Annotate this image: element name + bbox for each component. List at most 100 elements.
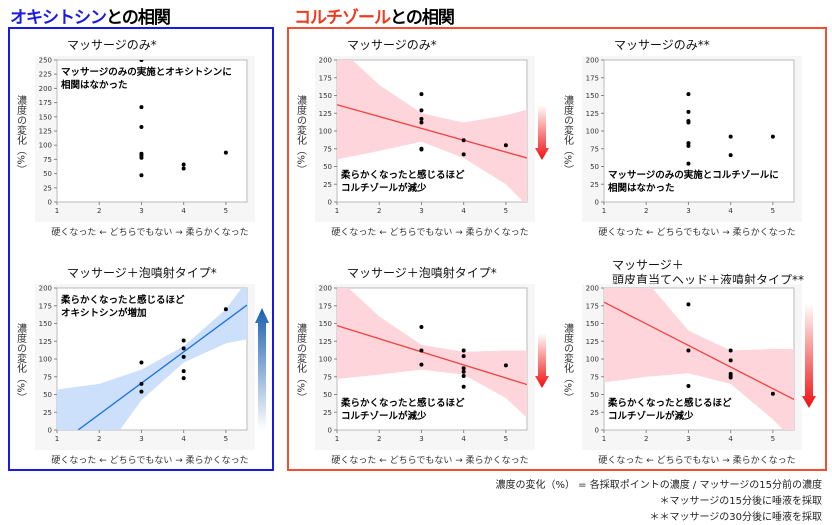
- y-tick-label: 175: [586, 302, 599, 310]
- x-tick-label: 2: [644, 435, 648, 443]
- x-axis-label: 硬くなった ← どちらでもない → 柔らかくなった: [51, 227, 248, 238]
- y-tick-label: 175: [319, 302, 332, 310]
- data-point: [181, 376, 186, 381]
- data-point: [181, 354, 186, 359]
- data-point: [461, 366, 466, 371]
- y-tick-label: 0: [595, 199, 599, 207]
- x-tick-label: 4: [728, 207, 733, 215]
- chart-6: マッサージ＋頭皮直当てヘッド＋液噴射タイプ**02550751001251501…: [562, 258, 816, 466]
- x-tick-label: 4: [181, 207, 186, 215]
- y-axis-label: 濃度の変化（%）: [295, 94, 307, 175]
- y-tick-label: 25: [323, 181, 332, 189]
- data-point: [461, 384, 466, 389]
- chart-3: マッサージのみ* 0 25 50 75 100 125 150 175 200 1 2 3 4 5 濃度の変化…: [295, 38, 549, 238]
- data-point: [139, 173, 144, 178]
- data-point: [461, 138, 466, 143]
- regression-line: [337, 104, 527, 159]
- x-tick-label: 4: [728, 435, 733, 443]
- plot-content: [337, 60, 527, 202]
- chart-5: マッサージ＋泡噴射タイプ* 0 25 50 75 100 125 150 175 200 1 2 3 4 5…: [295, 265, 549, 466]
- x-tick-label: 1: [55, 207, 59, 215]
- y-tick-label: 150: [319, 92, 332, 100]
- data-point: [686, 120, 691, 125]
- chart-title: マッサージ＋泡噴射タイプ*: [347, 265, 497, 280]
- y-tick-label: 100: [586, 128, 599, 136]
- annotation-text: コルチゾールが減少: [608, 410, 694, 422]
- y-tick-label: 175: [39, 302, 52, 310]
- y-tick-label: 150: [39, 320, 52, 328]
- x-axis-label: 硬くなった ← どちらでもない → 柔らかくなった: [598, 455, 795, 466]
- data-point: [770, 391, 775, 396]
- y-tick-label: 50: [590, 163, 599, 171]
- y-axis-label: 濃度の変化（%）: [15, 322, 27, 403]
- y-tick-label: 100: [39, 142, 52, 150]
- y-tick-label: 0: [328, 199, 332, 207]
- y-tick-label: 125: [586, 338, 599, 346]
- y-tick-label: 25: [590, 409, 599, 417]
- y-tick-label: 75: [590, 373, 599, 381]
- data-point: [728, 134, 733, 139]
- plot-content: [139, 60, 228, 178]
- data-point: [770, 134, 775, 139]
- x-tick-label: 3: [419, 435, 423, 443]
- regression-line: [77, 304, 247, 430]
- x-tick-label: 3: [686, 207, 690, 215]
- data-point: [139, 360, 144, 365]
- y-tick-label: 200: [586, 285, 599, 293]
- data-point: [181, 338, 186, 343]
- annotation-text: オキシトシンが増加: [61, 307, 147, 319]
- confidence-band: [604, 288, 794, 430]
- y-axis-label: 濃度の変化（%）: [562, 94, 574, 175]
- data-point: [139, 155, 144, 160]
- y-tick-label: 75: [323, 145, 332, 153]
- x-tick-label: 3: [139, 207, 143, 215]
- data-point: [503, 363, 508, 368]
- data-point: [686, 141, 691, 146]
- chart-title: マッサージ＋: [612, 258, 684, 272]
- data-point: [503, 143, 508, 148]
- arrow-down-icon: [802, 303, 816, 408]
- x-tick-label: 1: [602, 435, 606, 443]
- x-tick-label: 3: [419, 207, 423, 215]
- oxytocin-heading-suffix: との相関: [106, 8, 171, 28]
- cortisol-frame: [287, 27, 827, 471]
- plot-area: [56, 59, 248, 203]
- annotation-text: 相関はなかった: [608, 182, 675, 194]
- x-tick-label: 5: [224, 435, 228, 443]
- data-point: [223, 150, 228, 155]
- data-point: [181, 369, 186, 374]
- data-point: [139, 389, 144, 394]
- data-point: [686, 161, 691, 166]
- x-tick-label: 1: [602, 207, 606, 215]
- data-point: [686, 348, 691, 353]
- y-tick-label: 200: [39, 85, 52, 93]
- x-tick-label: 5: [771, 435, 775, 443]
- y-tick-label: 125: [586, 110, 599, 118]
- y-tick-label: 150: [39, 113, 52, 121]
- x-tick-label: 1: [335, 435, 339, 443]
- data-point: [223, 307, 228, 312]
- chart-1: マッサージのみ* 0 25 50 75 100 125 150 175 200 225 250 1 2 3 4…: [15, 38, 255, 238]
- y-tick-label: 0: [328, 427, 332, 435]
- y-tick-label: 125: [319, 338, 332, 346]
- x-tick-label: 5: [504, 207, 508, 215]
- x-tick-label: 2: [97, 435, 101, 443]
- data-point: [181, 162, 186, 167]
- regression-line: [337, 325, 527, 386]
- y-tick-label: 175: [586, 74, 599, 82]
- data-point: [139, 381, 144, 386]
- y-tick-label: 125: [39, 338, 52, 346]
- y-tick-label: 75: [43, 156, 52, 164]
- arrow-up-icon: [255, 308, 269, 430]
- data-point: [728, 348, 733, 353]
- x-tick-label: 5: [224, 207, 228, 215]
- annotation-text: 柔らかくなったと感じるほど: [340, 169, 465, 181]
- x-tick-label: 4: [181, 435, 186, 443]
- data-point: [419, 348, 424, 353]
- y-tick-label: 175: [319, 74, 332, 82]
- data-point: [419, 120, 424, 125]
- x-axis-label: 硬くなった ← どちらでもない → 柔らかくなった: [51, 455, 248, 466]
- confidence-band: [337, 288, 527, 418]
- data-point: [419, 362, 424, 367]
- x-tick-label: 2: [97, 207, 101, 215]
